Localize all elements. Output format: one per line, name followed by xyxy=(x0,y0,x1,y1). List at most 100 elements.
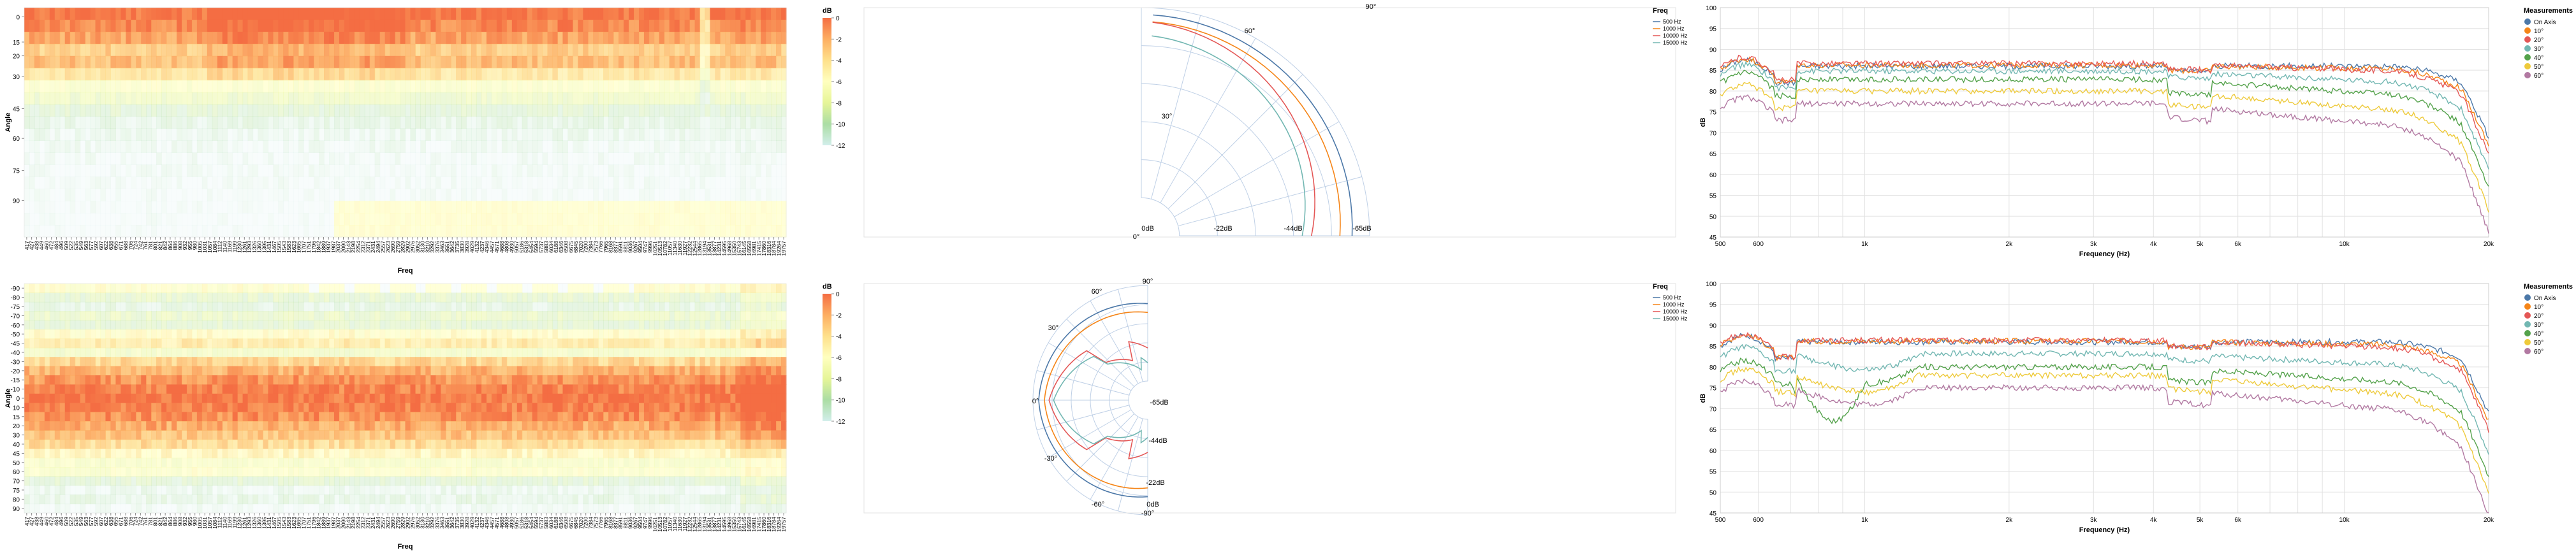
heatmap-cell xyxy=(487,213,492,226)
heatmap-cell xyxy=(131,338,136,348)
heatmap-cell xyxy=(60,329,66,339)
heatmap-cell xyxy=(380,152,386,165)
heatmap-cell xyxy=(91,201,96,213)
heatmap-cell xyxy=(725,329,731,339)
heatmap-cell xyxy=(512,321,518,330)
heatmap-cell xyxy=(207,311,213,321)
heatmap-cell xyxy=(212,329,218,339)
heatmap-cell xyxy=(45,68,50,81)
heatmap-cell xyxy=(110,56,116,69)
heatmap-cell xyxy=(65,357,71,366)
heatmap-cell xyxy=(161,292,167,302)
heatmap-cell xyxy=(192,366,198,376)
heatmap-cell xyxy=(624,375,629,385)
heatmap-cell xyxy=(649,164,655,177)
heatmap-cell xyxy=(248,284,254,293)
heatmap-cell xyxy=(339,105,345,117)
heatmap-cell xyxy=(263,152,268,165)
spl-y-tick-label: 65 xyxy=(1709,151,1717,158)
heatmap-cell xyxy=(766,140,772,153)
heatmap-cell xyxy=(441,68,446,81)
heatmap-cell xyxy=(406,20,411,32)
heatmap-cell xyxy=(202,105,208,117)
heatmap-cell xyxy=(644,177,650,189)
heatmap-cell xyxy=(334,292,340,302)
heatmap-cell xyxy=(80,189,86,201)
heatmap-cell xyxy=(446,177,451,189)
heatmap-cell xyxy=(425,8,431,20)
heatmap-cell xyxy=(156,201,162,213)
heatmap-cell xyxy=(141,117,147,129)
heatmap-cell xyxy=(588,117,594,129)
heatmap-cell xyxy=(543,225,548,238)
heatmap-cell xyxy=(639,189,645,201)
heatmap-cell xyxy=(593,292,599,302)
heatmap-cell xyxy=(40,292,45,302)
heatmap-cell xyxy=(471,128,477,141)
heatmap-cell xyxy=(268,32,274,45)
heatmap-cell xyxy=(649,302,655,312)
heatmap-cell xyxy=(202,375,208,385)
heatmap-cell xyxy=(603,92,609,105)
heatmap-cell xyxy=(593,348,599,357)
heatmap-cell xyxy=(700,44,706,57)
heatmap-cell xyxy=(644,80,650,93)
heatmap-cell xyxy=(344,225,350,238)
heatmap-cell xyxy=(750,32,756,45)
heatmap-cell xyxy=(390,201,396,213)
heatmap-cell xyxy=(420,177,426,189)
heatmap-cell xyxy=(670,56,675,69)
heatmap-cell xyxy=(745,338,751,348)
heatmap-cell xyxy=(131,213,136,226)
heatmap-cell xyxy=(110,128,116,141)
spl-legend-label: 40° xyxy=(2534,55,2543,62)
heatmap-cell xyxy=(781,177,787,189)
heatmap-cell xyxy=(512,92,518,105)
heatmap-cell xyxy=(105,321,111,330)
heatmap-cell xyxy=(248,32,254,45)
heatmap-cell xyxy=(40,8,45,20)
heatmap-cell xyxy=(553,189,559,201)
heatmap-cell xyxy=(283,311,289,321)
heatmap-cell xyxy=(497,177,502,189)
heatmap-cell xyxy=(248,329,254,339)
heatmap-cell xyxy=(776,189,782,201)
heatmap-cell xyxy=(567,20,573,32)
heatmap-cell xyxy=(288,92,294,105)
heatmap-cell xyxy=(101,348,106,357)
heatmap-cell xyxy=(223,80,228,93)
heatmap-cell xyxy=(151,105,157,117)
heatmap-cell xyxy=(761,321,766,330)
heatmap-cell xyxy=(309,128,314,141)
heatmap-cell xyxy=(527,152,533,165)
heatmap-cell xyxy=(756,284,761,293)
heatmap-cell xyxy=(360,105,365,117)
heatmap-cell xyxy=(278,201,284,213)
heatmap-cell xyxy=(659,329,665,339)
heatmap-cell xyxy=(223,164,228,177)
heatmap-cell xyxy=(695,80,701,93)
heatmap-cell xyxy=(553,117,559,129)
heatmap-cell xyxy=(60,8,66,20)
heatmap-cell xyxy=(212,292,218,302)
heatmap-cell xyxy=(476,128,482,141)
heatmap-cell xyxy=(446,32,451,45)
heatmap-cell xyxy=(573,117,578,129)
heatmap-cell xyxy=(228,32,233,45)
heatmap-cell xyxy=(212,225,218,238)
heatmap-cell xyxy=(304,321,309,330)
heatmap-cell xyxy=(476,68,482,81)
heatmap-cell xyxy=(202,128,208,141)
heatmap-cell xyxy=(685,225,691,238)
y-tick-label: 45 xyxy=(13,106,20,113)
heatmap-cell xyxy=(298,140,304,153)
heatmap-cell xyxy=(375,311,381,321)
heatmap-cell xyxy=(304,20,309,32)
heatmap-cell xyxy=(532,164,538,177)
heatmap-cell xyxy=(517,321,523,330)
heatmap-cell xyxy=(532,311,538,321)
heatmap-cell xyxy=(512,164,518,177)
heatmap-cell xyxy=(451,44,457,57)
heatmap-cell xyxy=(268,92,274,105)
